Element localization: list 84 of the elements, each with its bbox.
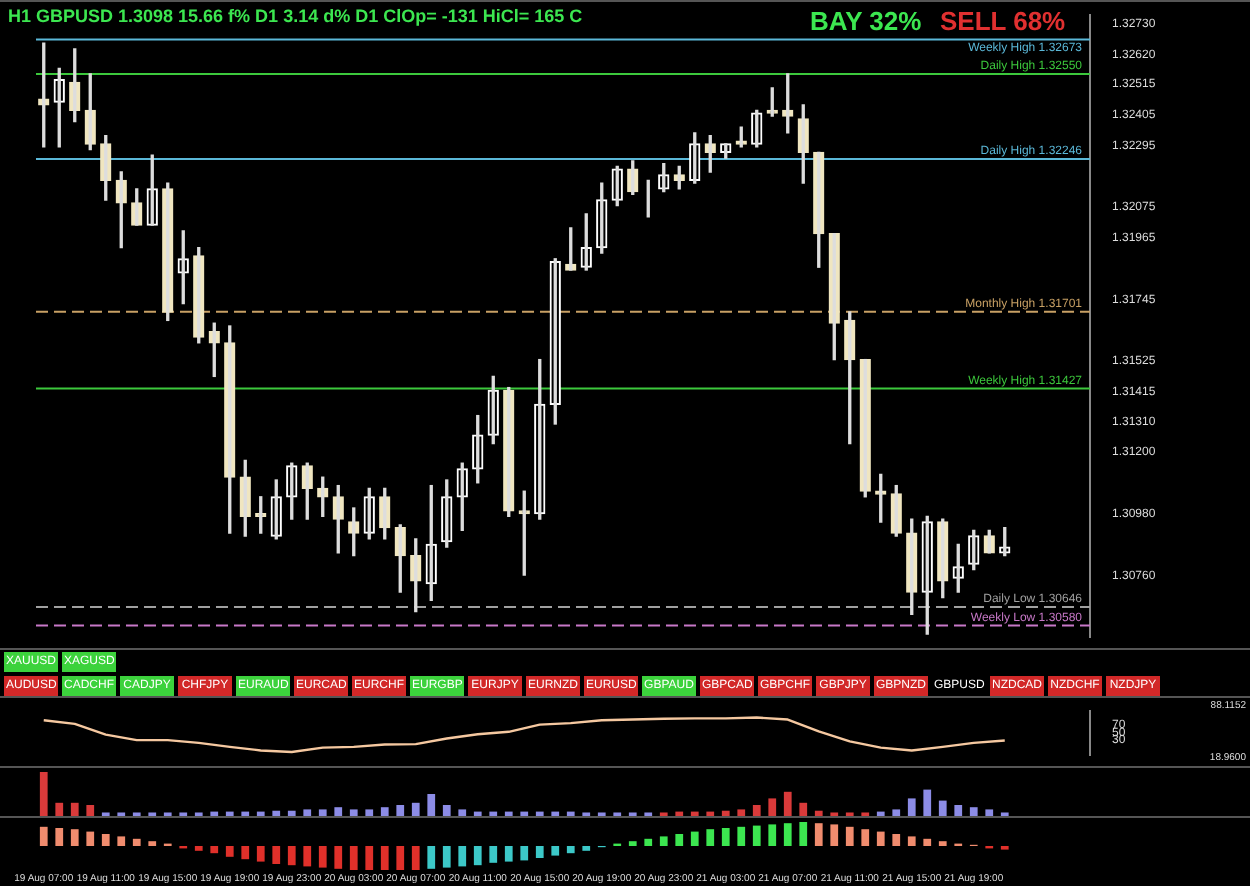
bar (101, 834, 110, 846)
bar (783, 791, 792, 816)
bar (70, 829, 79, 846)
bar (117, 836, 126, 846)
bar (861, 829, 870, 846)
bar (768, 824, 777, 846)
bar (272, 810, 281, 816)
bar (458, 846, 467, 867)
bar (892, 809, 901, 816)
bar (721, 828, 730, 846)
bar (799, 802, 808, 816)
bar (938, 800, 947, 816)
bar (365, 809, 374, 816)
bar (830, 824, 839, 846)
bar (799, 822, 808, 846)
bar (535, 846, 544, 858)
bar (923, 838, 932, 846)
bar (814, 810, 823, 816)
bar (55, 828, 64, 846)
bar (644, 838, 653, 846)
bar (334, 807, 343, 816)
bar (907, 798, 916, 816)
bar (954, 805, 963, 816)
bar (411, 846, 420, 870)
bar (272, 846, 281, 864)
bar (427, 794, 436, 816)
bar (706, 829, 715, 846)
bar (318, 846, 327, 868)
bar (814, 823, 823, 846)
bar (551, 846, 560, 856)
bar (892, 834, 901, 846)
bar (907, 836, 916, 846)
bar (675, 834, 684, 846)
bar (39, 826, 48, 846)
bar (969, 807, 978, 816)
bar (256, 846, 265, 862)
bar (566, 846, 575, 854)
bar (690, 831, 699, 846)
bar (210, 846, 219, 854)
bar (380, 807, 389, 816)
bar (721, 810, 730, 816)
bar (659, 836, 668, 846)
bar (396, 846, 405, 870)
bar (318, 809, 327, 816)
bar (132, 838, 141, 846)
bar (504, 846, 513, 862)
bar (985, 809, 994, 816)
bar (225, 846, 234, 857)
bar (241, 846, 250, 860)
bar (442, 805, 451, 816)
bar (923, 789, 932, 816)
bar (349, 809, 358, 816)
bar (70, 802, 79, 816)
bar (86, 831, 95, 846)
bar (55, 802, 64, 816)
annotation: SELL 68% (940, 6, 1066, 36)
bar (768, 798, 777, 816)
bar (473, 846, 482, 866)
bar (458, 809, 467, 816)
bar (380, 846, 389, 870)
bar (427, 846, 436, 869)
bar (287, 846, 296, 866)
bar (287, 810, 296, 816)
bar (39, 772, 48, 816)
bar (737, 826, 746, 846)
bar (489, 846, 498, 863)
bar (783, 823, 792, 846)
bar (752, 825, 761, 846)
bar (396, 805, 405, 816)
bar (303, 846, 312, 867)
bar (845, 826, 854, 846)
bar (349, 846, 358, 870)
bar (303, 809, 312, 816)
bar (411, 802, 420, 816)
bar (876, 831, 885, 846)
bar (752, 805, 761, 816)
bar (365, 846, 374, 870)
bar (334, 846, 343, 869)
annotation: BAY 32% (810, 6, 922, 36)
bar (442, 846, 451, 868)
bar (86, 805, 95, 816)
bar (737, 809, 746, 816)
bar (520, 846, 529, 861)
chart-title: H1 GBPUSD 1.3098 15.66 f% D1 3.14 d% D1 ClOp= -131 HiCl= 165 C (8, 6, 583, 26)
